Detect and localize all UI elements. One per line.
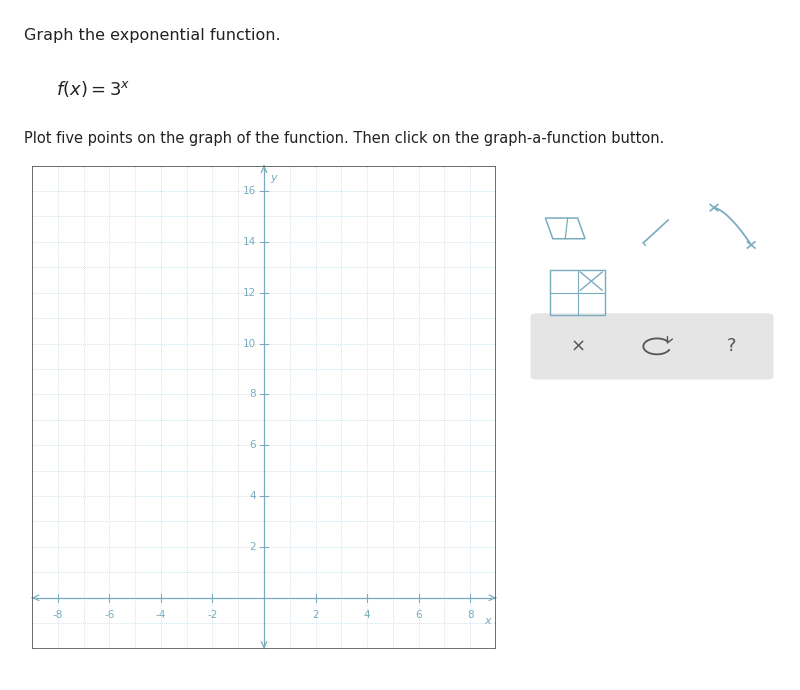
Text: -8: -8 — [53, 611, 63, 620]
Text: $f(x)=3^{x}$: $f(x)=3^{x}$ — [56, 79, 130, 99]
Text: 16: 16 — [243, 186, 256, 196]
Text: -2: -2 — [207, 611, 218, 620]
Bar — [32, 166, 496, 649]
Text: 4: 4 — [364, 611, 370, 620]
FancyBboxPatch shape — [530, 313, 774, 380]
Text: ?: ? — [726, 337, 736, 355]
Text: 10: 10 — [243, 339, 256, 348]
FancyBboxPatch shape — [521, 168, 781, 386]
Bar — [550, 270, 605, 315]
Text: 12: 12 — [243, 288, 256, 297]
Text: -6: -6 — [104, 611, 114, 620]
Text: 8: 8 — [467, 611, 474, 620]
Text: y: y — [270, 173, 277, 184]
Text: 8: 8 — [250, 389, 256, 400]
Text: 4: 4 — [250, 491, 256, 501]
Text: 6: 6 — [250, 440, 256, 451]
Text: Graph the exponential function.: Graph the exponential function. — [24, 28, 281, 43]
Text: ×: × — [570, 337, 585, 355]
Text: 6: 6 — [415, 611, 422, 620]
Text: 2: 2 — [250, 542, 256, 552]
Text: 2: 2 — [312, 611, 319, 620]
Text: -4: -4 — [156, 611, 166, 620]
Text: Plot five points on the graph of the function. Then click on the graph-a-functio: Plot five points on the graph of the fun… — [24, 131, 664, 146]
Text: 14: 14 — [243, 237, 256, 247]
Text: x: x — [484, 615, 491, 626]
